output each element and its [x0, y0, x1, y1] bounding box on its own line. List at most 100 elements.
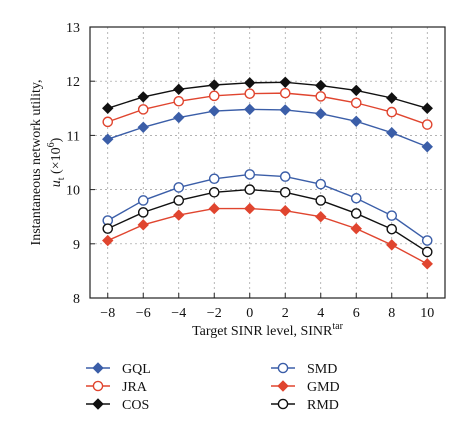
legend-marker-cos [92, 398, 104, 410]
grid [90, 27, 445, 298]
y-tick-label: 12 [66, 75, 80, 90]
data-point-gmd [386, 239, 398, 251]
data-point-jra [350, 97, 362, 109]
data-point-gmd [279, 205, 291, 217]
data-point-cos [315, 79, 327, 92]
series-line-smd [107, 173, 428, 242]
y-axis-title-close: ) [49, 137, 64, 142]
data-point-gql [350, 115, 362, 128]
x-tick-label: 4 [317, 306, 324, 321]
data-point-cos [208, 79, 220, 91]
legend-label-gql: GQL [122, 362, 151, 377]
series-smd [102, 169, 433, 246]
data-point-jra [102, 116, 114, 128]
data-point-gmd [173, 209, 185, 221]
data-point-smd [350, 192, 362, 204]
data-point-rmd [244, 184, 256, 195]
data-point-gmd [244, 202, 256, 215]
data-point-rmd [279, 187, 291, 198]
series-line-jra [107, 92, 428, 126]
x-tick-label: 2 [282, 306, 289, 321]
data-point-cos [137, 91, 149, 103]
data-point-cos [279, 76, 291, 88]
data-point-gmd [208, 202, 220, 215]
y-axis-title-variable: u [49, 180, 64, 187]
x-tick-label: −8 [100, 306, 115, 321]
legend-label-rmd: RMD [307, 398, 339, 413]
y-axis-title-line2: ut (×106) [46, 137, 67, 187]
data-point-smd [421, 235, 433, 246]
x-axis-title: Target SINR level, SINRtar [192, 321, 344, 339]
data-point-rmd [137, 207, 149, 218]
axis-ticks: −8 −6 −4 −2 0 2 4 6 8 10 8 9 10 11 12 13 [66, 21, 434, 321]
data-point-cos [173, 83, 185, 96]
data-point-smd [244, 169, 256, 180]
x-axis-title-text: Target SINR level, SINR [192, 324, 333, 339]
data-point-rmd [350, 208, 362, 219]
legend-label-cos: COS [122, 398, 149, 413]
legend-item-rmd: RMD [271, 398, 339, 413]
data-point-gql [279, 104, 291, 116]
data-point-cos [350, 84, 362, 97]
series-rmd [102, 184, 433, 258]
data-point-cos [386, 92, 398, 104]
legend-label-gmd: GMD [307, 380, 340, 395]
data-point-rmd [102, 223, 114, 234]
series-line-rmd [107, 188, 428, 253]
y-axis-title-subscript: t [56, 177, 67, 180]
data-point-gql [208, 105, 220, 117]
y-axis-title-rest: (×10 [49, 147, 64, 177]
data-point-gql [244, 103, 256, 116]
y-tick-label: 8 [73, 292, 80, 307]
series-cos [102, 76, 433, 115]
data-point-jra [137, 104, 149, 115]
y-axis-title-line1: Instantaneous network utility, [29, 80, 44, 246]
x-tick-label: 6 [353, 306, 360, 321]
y-tick-label: 9 [73, 238, 80, 253]
legend-label-jra: JRA [122, 380, 148, 395]
legend-marker-smd [277, 362, 289, 374]
data-point-gql [386, 126, 398, 139]
data-point-gql [173, 111, 185, 124]
legend: GQL JRA COS SMD GMD RMD [86, 362, 340, 413]
legend-item-jra: JRA [86, 380, 148, 395]
legend-item-gql: GQL [86, 362, 151, 377]
legend-marker-jra [92, 380, 104, 392]
x-tick-label: 8 [388, 306, 395, 321]
data-point-smd [137, 195, 149, 206]
data-point-gql [102, 133, 114, 145]
legend-item-gmd: GMD [271, 380, 340, 395]
data-point-rmd [315, 195, 327, 206]
data-point-jra [315, 91, 327, 102]
data-point-cos [244, 77, 256, 89]
data-point-jra [386, 106, 398, 118]
data-point-smd [173, 182, 185, 193]
x-axis-title-superscript: tar [332, 321, 343, 332]
data-point-jra [244, 88, 256, 99]
x-tick-label: −4 [171, 306, 186, 321]
x-tick-label: 10 [420, 306, 434, 321]
data-point-smd [208, 173, 220, 185]
data-point-jra [421, 119, 433, 130]
series-group [102, 76, 433, 270]
data-point-rmd [421, 246, 433, 258]
legend-label-smd: SMD [307, 362, 337, 377]
series-gql [102, 103, 433, 153]
y-axis-title-exponent: 6 [46, 142, 57, 147]
data-point-gql [315, 108, 327, 120]
legend-item-smd: SMD [271, 362, 337, 377]
data-point-jra [208, 90, 220, 102]
data-point-jra [279, 87, 291, 99]
series-gmd [102, 202, 433, 270]
legend-marker-gmd [277, 380, 289, 392]
data-point-gmd [350, 222, 362, 235]
legend-marker-gql [92, 362, 104, 374]
data-point-cos [102, 102, 114, 115]
x-tick-label: −2 [207, 306, 222, 321]
series-jra [102, 87, 433, 130]
data-point-smd [279, 171, 291, 182]
y-tick-label: 10 [66, 184, 80, 199]
series-line-gmd [107, 207, 428, 265]
y-tick-label: 13 [66, 21, 80, 36]
data-point-gmd [137, 219, 149, 231]
